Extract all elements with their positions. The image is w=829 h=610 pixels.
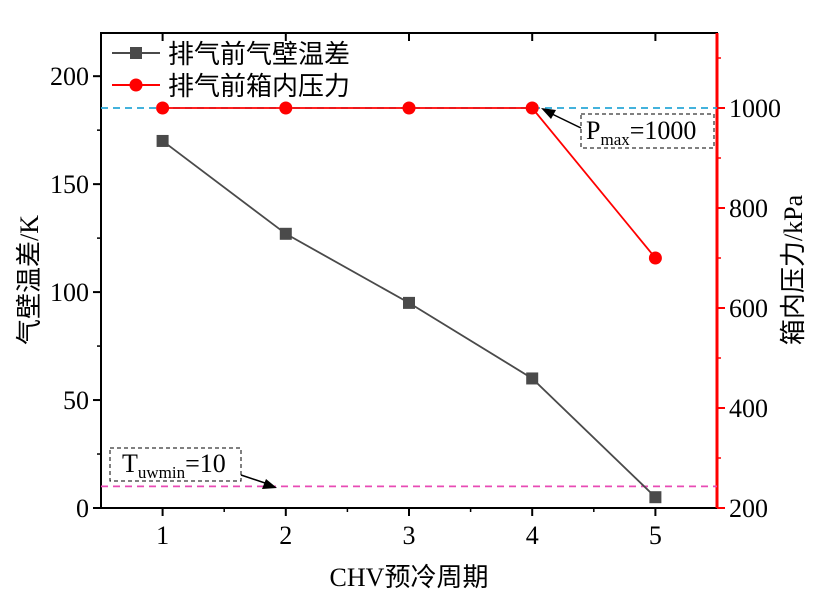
y-left-axis-title: 气壁温差/K: [15, 215, 44, 345]
annotation-tuwmin-box: [109, 447, 242, 482]
series-0-point-0: [156, 134, 169, 147]
y-right-tick-label-600: 600: [729, 294, 768, 323]
y-right-tick-label-400: 400: [729, 394, 768, 423]
x-tick-label-4: 4: [526, 521, 539, 550]
x-tick-label-5: 5: [649, 521, 662, 550]
y-left-tick-label-0: 0: [76, 494, 89, 523]
legend-label-2: 排气前箱内压力: [168, 72, 350, 102]
x-ticks: 1 2 3 4 5: [156, 33, 662, 550]
y-right-axis-title: 箱内压力/kPa: [779, 194, 808, 345]
series-0-point-3: [526, 372, 539, 385]
series-1-point-0: [156, 101, 170, 115]
annotation-pmax-arrowhead: [541, 108, 556, 119]
y-right-tick-label-1000: 1000: [729, 94, 781, 123]
y-right-tick-label-800: 800: [729, 194, 768, 223]
annotation-tuwmin: Tuwmin=10: [109, 447, 277, 489]
legend-marker-square: [130, 47, 142, 59]
x-tick-label-1: 1: [156, 521, 169, 550]
series-layer: [156, 101, 662, 504]
series-1-point-2: [402, 101, 416, 115]
series-1-point-4: [648, 251, 662, 265]
series-1-point-3: [525, 101, 539, 115]
series-0-point-1: [279, 227, 292, 240]
legend-label-1: 排气前气壁温差: [168, 40, 350, 70]
annotation-pmax-arrow-line: [549, 112, 582, 129]
y-right-tick-label-200: 200: [729, 494, 768, 523]
annotation-pmax-box: [580, 113, 715, 149]
series-line-0: [162, 140, 657, 498]
legend-marker-circle: [129, 78, 143, 92]
y-left-ticks: 0 50 100 150 200: [50, 62, 101, 523]
annotation-tuwmin-arrowhead: [262, 479, 277, 489]
x-tick-label-2: 2: [279, 521, 292, 550]
series-0-point-4: [649, 491, 662, 504]
annotation-pmax: Pmax=1000: [541, 108, 715, 149]
y-left-tick-label-200: 200: [50, 62, 89, 91]
legend: 排气前气壁温差 排气前箱内压力: [112, 40, 350, 102]
series-0-point-2: [403, 296, 415, 309]
series-1-point-1: [279, 101, 293, 115]
y-right-ticks: 200 400 600 800 1000: [717, 57, 781, 523]
y-left-tick-label-150: 150: [50, 170, 89, 199]
annotation-pmax-text: Pmax=1000: [586, 116, 696, 149]
annotation-tuwmin-text: Tuwmin=10: [122, 449, 226, 482]
annotation-tuwmin-arrow-line: [240, 474, 269, 485]
x-axis-title: CHV预冷周期: [330, 563, 489, 592]
x-tick-label-3: 3: [403, 521, 416, 550]
y-left-tick-label-50: 50: [63, 386, 89, 415]
y-left-tick-label-100: 100: [50, 278, 89, 307]
